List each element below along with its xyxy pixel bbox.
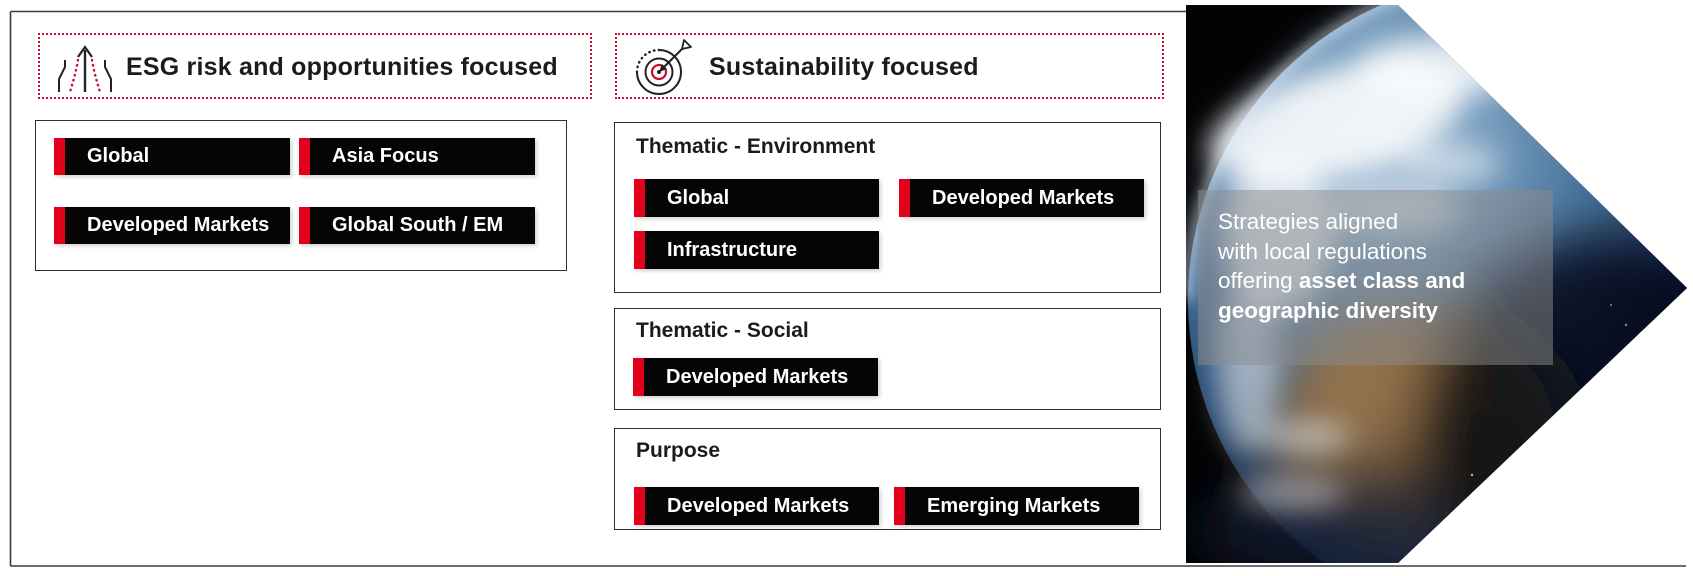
chip-label: Developed Markets bbox=[87, 214, 270, 236]
earth-image bbox=[1186, 5, 1687, 563]
chip-env-infrastructure: Infrastructure bbox=[634, 231, 879, 269]
red-bar bbox=[299, 207, 310, 244]
caption-line-1: Strategies aligned bbox=[1218, 209, 1399, 234]
red-bar bbox=[633, 358, 644, 396]
red-bar bbox=[899, 179, 910, 217]
esg-strategies-box: Global Asia Focus Developed Markets Glob… bbox=[35, 120, 567, 271]
red-bar bbox=[54, 138, 65, 175]
esg-header-title: ESG risk and opportunities focused bbox=[126, 53, 558, 81]
red-bar bbox=[634, 179, 645, 217]
chip-label: Developed Markets bbox=[667, 494, 850, 517]
diverging-paths-icon bbox=[54, 40, 116, 101]
red-bar bbox=[54, 207, 65, 244]
chip-developed-markets: Developed Markets bbox=[54, 207, 290, 244]
caption-line-4: geographic diversity bbox=[1218, 297, 1439, 323]
purpose-box: Purpose Developed Markets Emerging Marke… bbox=[614, 428, 1161, 530]
caption-offering: offering bbox=[1218, 268, 1299, 293]
chip-purpose-developed-markets: Developed Markets bbox=[634, 487, 879, 525]
red-bar bbox=[634, 487, 645, 525]
chip-env-developed-markets: Developed Markets bbox=[899, 179, 1144, 217]
target-arrow-icon bbox=[633, 38, 695, 103]
sustainability-header-title: Sustainability focused bbox=[709, 53, 979, 81]
section-title: Thematic - Environment bbox=[636, 135, 876, 158]
caption-line-3: offering asset class and bbox=[1218, 266, 1553, 296]
chip-label: Global bbox=[87, 145, 150, 167]
section-title: Purpose bbox=[636, 439, 721, 462]
earth-arrow-image: Strategies aligned with local regulation… bbox=[1186, 5, 1688, 563]
thematic-social-box: Thematic - Social Developed Markets bbox=[614, 308, 1161, 410]
red-bar bbox=[634, 231, 645, 269]
caption-line-2: with local regulations bbox=[1218, 238, 1427, 264]
sustainability-header-box: Sustainability focused bbox=[615, 33, 1164, 99]
chip-label: Developed Markets bbox=[932, 186, 1115, 209]
thematic-environment-box: Thematic - Environment Global Developed … bbox=[614, 122, 1161, 293]
chip-label: Asia Focus bbox=[332, 145, 439, 167]
caption-bold-1: asset class and bbox=[1298, 268, 1466, 293]
chip-label: Global South / EM bbox=[332, 214, 504, 236]
chip-label: Global bbox=[667, 186, 730, 209]
esg-header-box: ESG risk and opportunities focused bbox=[38, 33, 592, 99]
chip-label: Emerging Markets bbox=[927, 494, 1101, 517]
chip-asia-focus: Asia Focus bbox=[299, 138, 535, 175]
chip-label: Developed Markets bbox=[666, 365, 849, 388]
earth-caption-panel: Strategies aligned with local regulation… bbox=[1198, 190, 1553, 365]
chip-global: Global bbox=[54, 138, 290, 175]
red-bar bbox=[299, 138, 310, 175]
chip-label: Infrastructure bbox=[667, 238, 798, 261]
chip-global-south-em: Global South / EM bbox=[299, 207, 535, 244]
chip-purpose-emerging-markets: Emerging Markets bbox=[894, 487, 1139, 525]
chip-env-global: Global bbox=[634, 179, 879, 217]
chip-social-developed-markets: Developed Markets bbox=[633, 358, 878, 396]
red-bar bbox=[894, 487, 905, 525]
section-title: Thematic - Social bbox=[636, 319, 809, 342]
